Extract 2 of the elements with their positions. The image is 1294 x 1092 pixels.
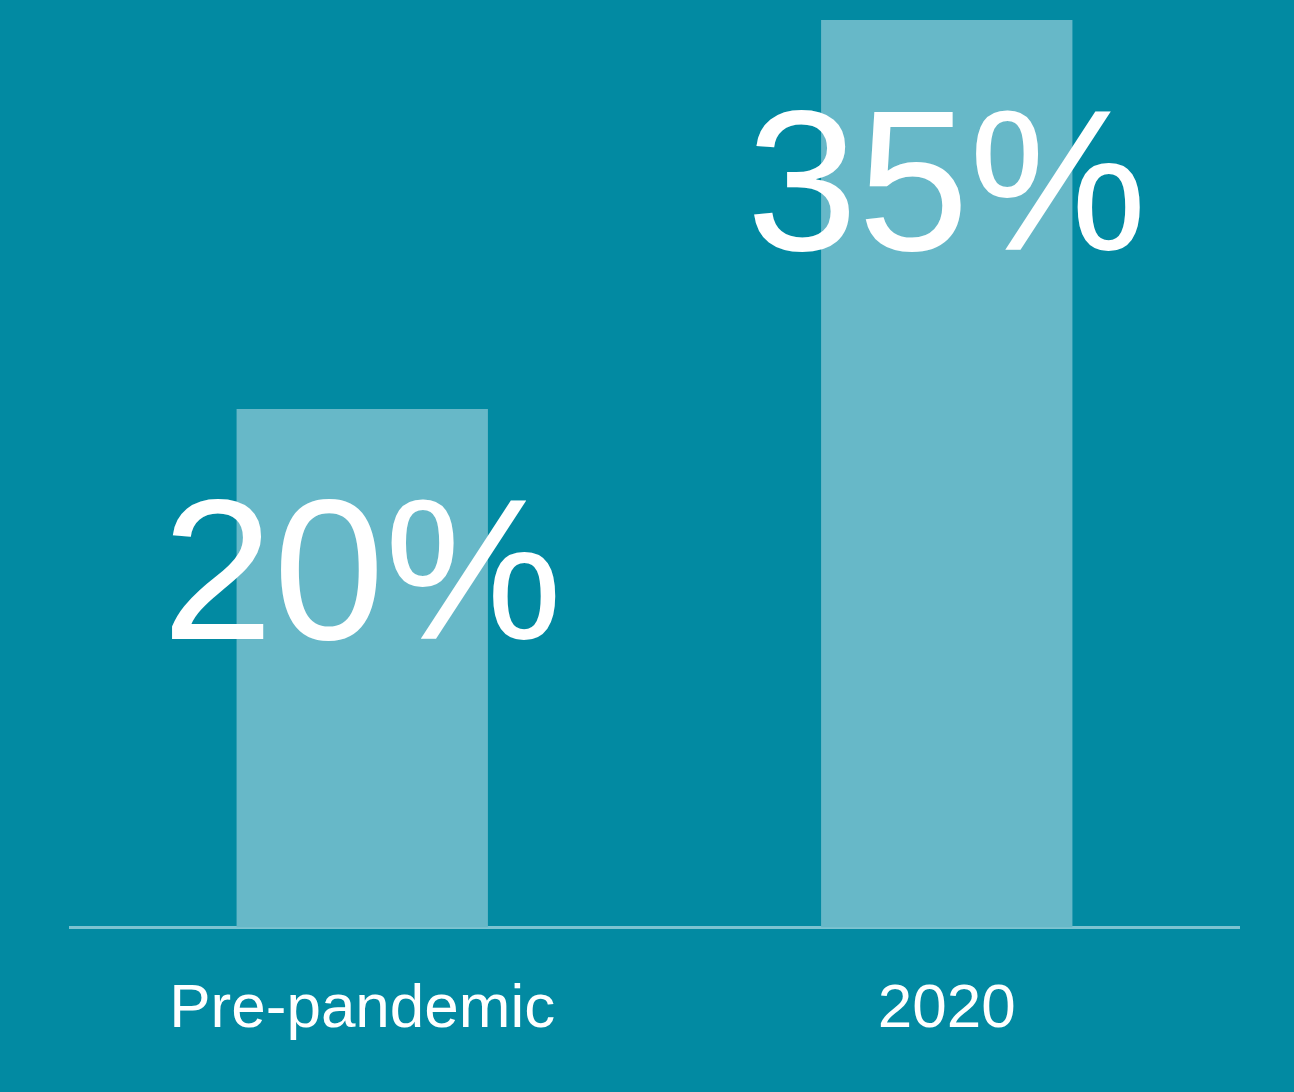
x-tick-label: Pre-pandemic — [169, 970, 556, 1040]
x-tick-label: 2020 — [877, 970, 1016, 1040]
